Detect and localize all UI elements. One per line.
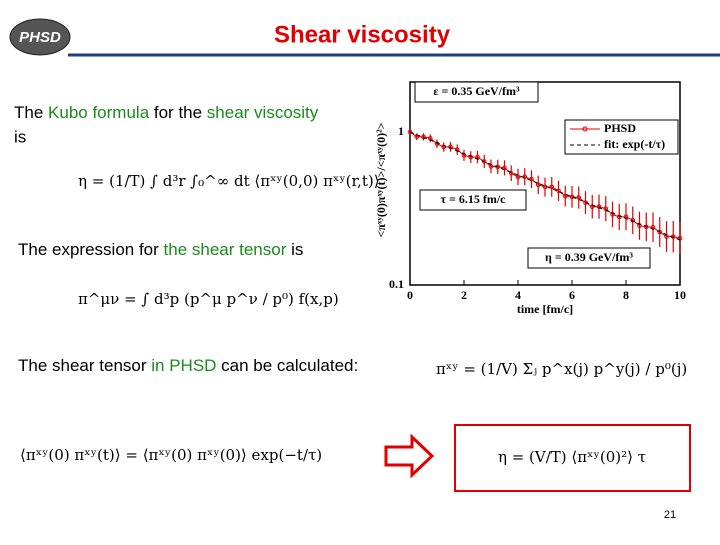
legend-entry: fit: exp(-t/τ) xyxy=(604,137,665,151)
curve-point xyxy=(454,147,460,152)
text-segment: is xyxy=(286,240,303,259)
text-segment: The xyxy=(14,103,48,122)
y-axis-label: <πˣʸ(0)πˣʸ(t)>/<πˣʸ(0)²> xyxy=(374,122,388,237)
logo: PHSD xyxy=(19,29,61,46)
arrow xyxy=(384,433,435,479)
curve-point xyxy=(529,176,534,182)
formula: πˣʸ = (1/V) Σⱼ p^x(j) p^y(j) / p⁰(j) xyxy=(436,360,687,378)
x-tick-label: 6 xyxy=(569,288,575,302)
curve-point xyxy=(657,229,663,235)
x-tick-label: 4 xyxy=(515,288,521,302)
figure-label: ε = 0.35 GeV/fm³ xyxy=(433,84,520,98)
title: Shear viscosity xyxy=(274,21,451,48)
label-box xyxy=(527,247,651,269)
legend-box xyxy=(564,119,679,155)
x-tick-label: 2 xyxy=(461,288,467,302)
text-segment: the shear tensor xyxy=(164,240,287,259)
legend-entry: PHSD xyxy=(604,121,636,135)
curve-point xyxy=(407,129,413,135)
curve-point xyxy=(556,188,561,194)
paragraph: The Kubo formula for the shear viscosity xyxy=(14,103,319,122)
text-segment: The shear tensor xyxy=(18,356,151,375)
y-tick-label: 0.1 xyxy=(389,277,404,291)
text-segment: shear viscosity xyxy=(207,103,319,122)
figure-label: η = 0.39 GeV/fm³ xyxy=(545,250,633,264)
text-segment: The expression for xyxy=(18,240,164,259)
label-box xyxy=(414,81,539,103)
text-segment: can be calculated: xyxy=(216,356,358,375)
text-segment: for the xyxy=(149,103,207,122)
figure-label: τ = 6.15 fm/c xyxy=(440,192,506,206)
text-segment: in PHSD xyxy=(151,356,216,375)
paragraph: The expression for the shear tensor is xyxy=(18,240,303,259)
formula: π^μν = ∫ d³p (p^μ p^ν / p⁰) f(x,p) xyxy=(78,290,339,308)
x-axis-label: time [fm/c] xyxy=(517,302,573,316)
logo-badge xyxy=(9,18,71,56)
result-box xyxy=(454,424,691,492)
text-segment: Kubo formula xyxy=(48,103,150,122)
formula: η = (1/T) ∫ d³r ∫₀^∞ dt ⟨πˣʸ(0,0) πˣʸ(r,… xyxy=(78,172,380,190)
x-tick-label: 8 xyxy=(623,288,629,302)
y-tick-label: 1 xyxy=(398,124,404,138)
figure: 0 2 4 6 8 10 1 0.1 time [fm/c] <πˣʸ(0)πˣʸ(t)>/<πˣ… xyxy=(374,81,686,316)
formula: η = (V/T) ⟨πˣʸ(0)²⟩ τ xyxy=(498,448,646,466)
paragraph: The shear tensor in PHSD can be calculat… xyxy=(18,356,358,375)
x-tick-label: 0 xyxy=(407,288,413,302)
curve-point xyxy=(508,170,514,176)
legend-marker xyxy=(582,126,588,132)
curve-point xyxy=(535,182,541,188)
label-box xyxy=(419,189,527,211)
plot-frame xyxy=(409,81,681,286)
curve-point xyxy=(630,217,636,223)
formula: ⟨πˣʸ(0) πˣʸ(t)⟩ = ⟨πˣʸ(0) πˣʸ(0)⟩ exp(−t… xyxy=(20,446,322,464)
paragraph-continuation: is xyxy=(14,127,26,146)
page-number: 21 xyxy=(664,509,676,521)
x-tick-label: 10 xyxy=(674,288,686,302)
curve xyxy=(409,131,681,239)
